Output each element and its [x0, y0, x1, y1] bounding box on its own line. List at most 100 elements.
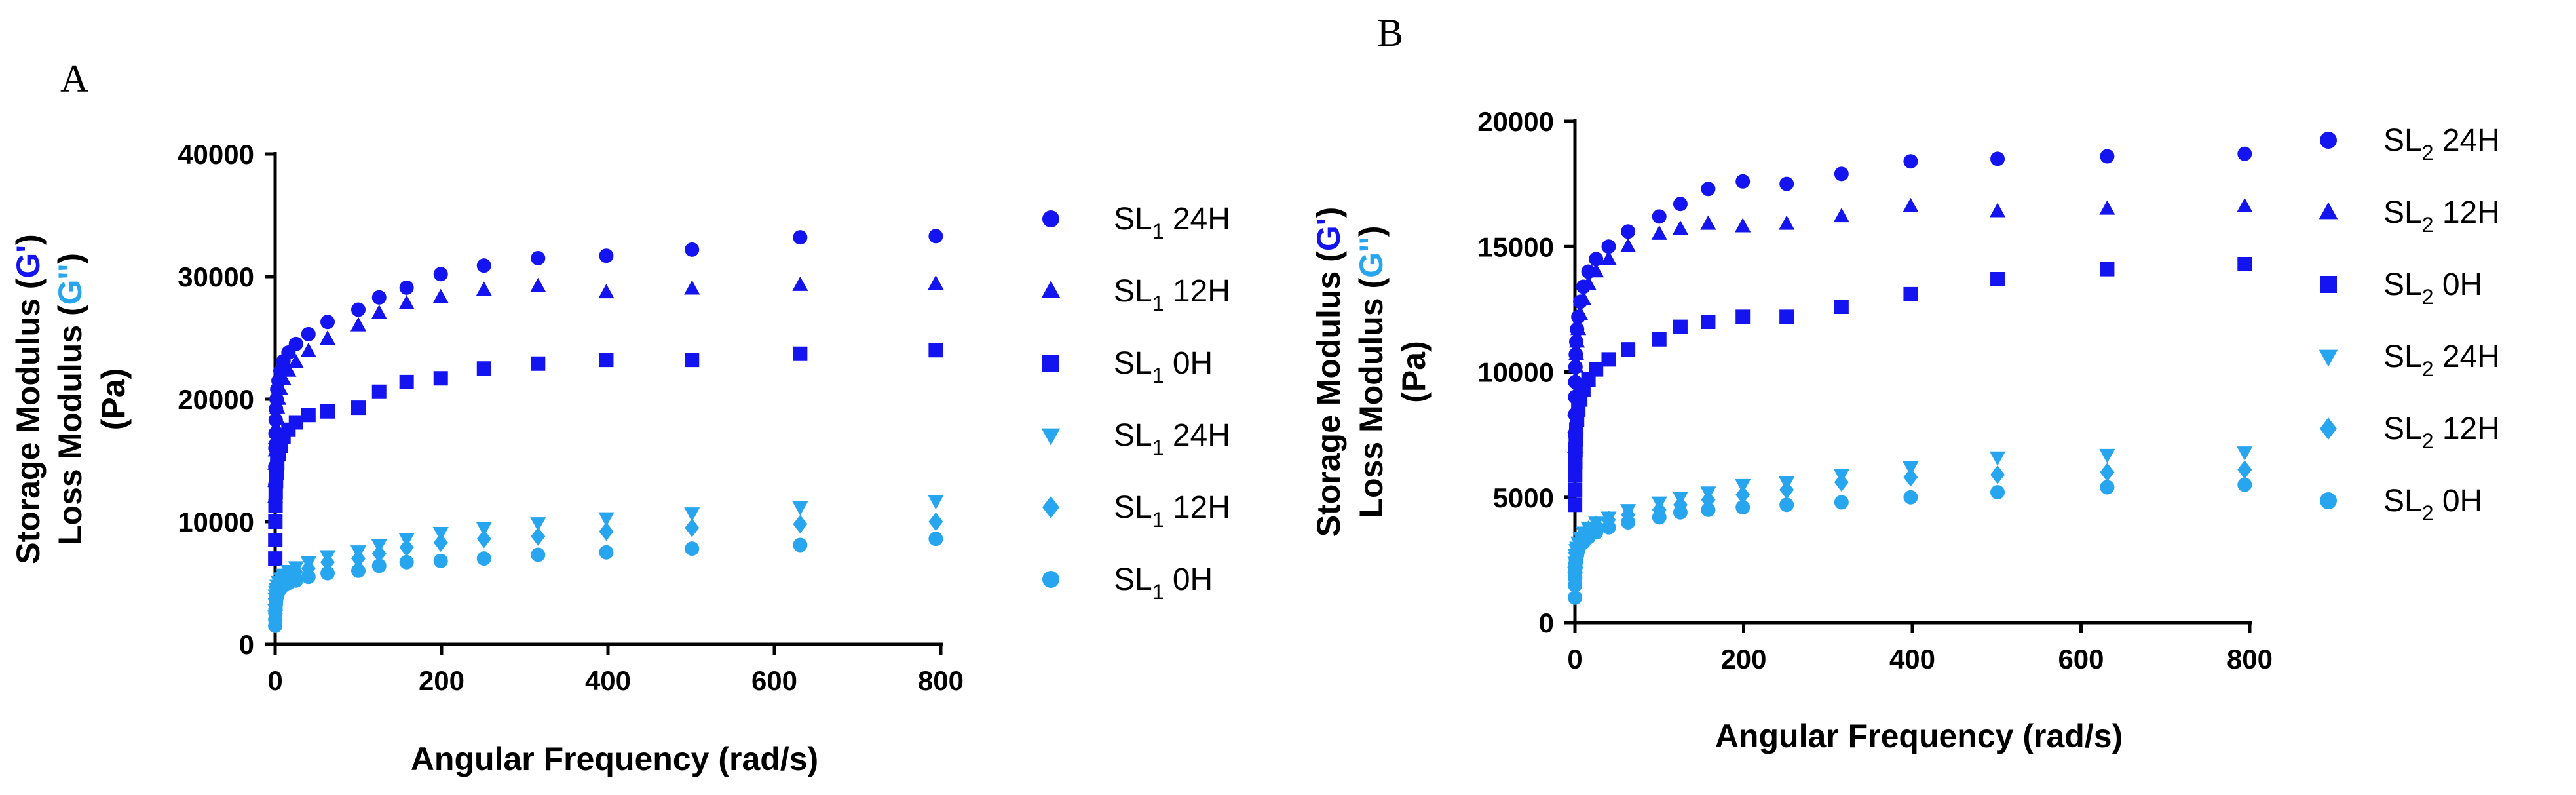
chart-a-data-point: [598, 512, 615, 527]
chart-b-data-point: [1701, 182, 1716, 197]
chart-a-data-point: [531, 547, 546, 562]
chart-a-y-axis-title-storage: Storage Modulus (G'): [10, 234, 47, 564]
chart-b-x-tick-label: 200: [1720, 644, 1766, 674]
chart-b-x-tick-label: 800: [2227, 644, 2273, 674]
chart-b-data-point: [1568, 345, 1585, 360]
chart-b-legend-item: SL2 24H: [2320, 123, 2500, 165]
chart-b-data-point: [1569, 333, 1585, 348]
chart-b-legend-label: SL2 0H: [2383, 267, 2482, 309]
chart-b-y-title-storage-text: Storage Modulus (: [1310, 251, 1347, 537]
chart-b-data-point: [2237, 257, 2252, 272]
chart-b-legend-label-sub: 2: [2422, 141, 2434, 165]
chart-a-legend-label-sub: 1: [1152, 508, 1164, 532]
chart-a-data-point: [685, 518, 700, 537]
chart-a-legend-item: SL1 0H: [1042, 346, 1213, 387]
chart-b-series-loss24h: [1567, 446, 2253, 587]
chart-a-data-point: [268, 514, 283, 529]
chart-b-legend-label-sub: 2: [2422, 285, 2434, 309]
chart-a-data-point: [320, 315, 335, 330]
chart-b-legend-label-suffix: 24H: [2434, 339, 2500, 374]
chart-a-data-point: [684, 280, 700, 295]
chart-a-legend-marker: [1042, 355, 1059, 372]
chart-a-series-loss12h: [268, 512, 943, 629]
chart-b-y-tick-label: 0: [1539, 608, 1554, 638]
chart-b-data-point: [2237, 197, 2253, 212]
chart-b-y-title-loss-text: Loss Modulus (: [1353, 277, 1390, 518]
chart-b-legend-item: SL2 0H: [2320, 484, 2482, 525]
chart-a-data-point: [268, 408, 285, 423]
chart-a-data-point: [351, 302, 366, 317]
chart-b-data-point: [1572, 305, 1589, 320]
chart-b-data-point: [1601, 520, 1616, 535]
chart-b-data-point: [1568, 590, 1583, 605]
chart-a-legend-label: SL1 24H: [1114, 202, 1230, 243]
chart-a-data-point: [268, 498, 283, 513]
chart-a-y-title-storage-text: Storage Modulus (: [10, 278, 47, 564]
chart-a-legend-item: SL1 24H: [1042, 202, 1230, 243]
chart-a-legend-label-sub: 1: [1152, 292, 1164, 315]
chart-b-data-point: [1589, 362, 1604, 377]
chart-b-data-point: [1601, 239, 1616, 254]
chart-a-data-point: [371, 558, 387, 573]
chart-a-x-tick-label: 600: [751, 665, 797, 696]
chart-b-y-title-storage-symbol: G': [1310, 218, 1347, 251]
chart-a-data-point: [928, 495, 944, 510]
chart-b-data-point: [1990, 485, 2005, 500]
chart-b-legend-label: SL2 0H: [2383, 484, 2482, 525]
chart-b-series-loss0h: [1568, 477, 2252, 605]
chart-a-data-point: [371, 290, 387, 305]
chart-b-legend-item: SL2 0H: [2320, 267, 2482, 309]
chart-b-y-title-loss-close: ): [1353, 226, 1390, 237]
chart-b-y-tick-label: 15000: [1477, 231, 1554, 262]
chart-b: 0 200 400 600 800 0 5000 10000 15000 20000 Angular…: [1310, 106, 2500, 754]
chart-a-data-point: [268, 485, 283, 500]
chart-b-data-point: [1673, 505, 1688, 520]
chart-a-data-point: [792, 276, 808, 291]
chart-a-legend-label-suffix: 24H: [1164, 202, 1230, 237]
chart-b-legend-marker: [2319, 202, 2338, 220]
chart-a-data-point: [476, 361, 491, 376]
chart-a-legend-marker: [1042, 496, 1059, 518]
chart-b-data-point: [1735, 218, 1751, 233]
chart-a-data-point: [793, 230, 808, 245]
chart-a-data-point: [269, 398, 286, 414]
chart-a-y-title-storage-close: ): [10, 234, 47, 245]
chart-b-data-point: [1621, 342, 1636, 357]
chart-b-data-point: [1673, 319, 1688, 334]
chart-b-y-axis-title-loss: Loss Modulus (G''): [1353, 226, 1390, 518]
chart-b-legend-label-name: SL: [2383, 339, 2422, 374]
chart-b-legend-label-name: SL: [2383, 195, 2422, 230]
chart-a-data-point: [288, 353, 304, 368]
chart-a-legend-label-suffix: 12H: [1164, 274, 1230, 309]
chart-b-legend-item: SL2 24H: [2319, 339, 2500, 381]
chart-b-data-point: [1673, 197, 1688, 212]
chart-a-data-point: [928, 275, 944, 290]
chart-b-data-point: [1568, 455, 1583, 470]
chart-b-data-point: [1779, 497, 1794, 513]
chart-b-data-point: [1834, 495, 1849, 510]
chart-b-data-point: [1990, 271, 2005, 286]
chart-a: 0 200 400 600 800 0 10000 20000 30000 40000 Angula…: [10, 139, 1230, 777]
chart-b-y-title-storage-close: ): [1310, 207, 1347, 218]
chart-b-y-title-loss-symbol: G'': [1353, 237, 1390, 278]
chart-a-data-point: [531, 250, 546, 265]
chart-b-data-point: [1735, 500, 1751, 515]
chart-b-legend-marker: [2320, 132, 2337, 149]
chart-a-data-point: [351, 549, 366, 568]
chart-a-data-point: [351, 563, 366, 578]
chart-a-data-point: [928, 343, 943, 358]
chart-a-y-axis-title-loss: Loss Modulus (G''): [52, 253, 88, 545]
chart-a-legend-label-suffix: 12H: [1164, 490, 1230, 525]
chart-b-legend-label-suffix: 24H: [2434, 123, 2500, 158]
chart-a-legend-label: SL1 12H: [1114, 274, 1230, 315]
chart-b-data-point: [1570, 320, 1587, 336]
chart-b-data-point: [1779, 309, 1794, 324]
chart-b-legend-label-name: SL: [2383, 484, 2422, 518]
chart-b-data-point: [1672, 220, 1689, 235]
chart-a-series-loss0h: [268, 532, 943, 633]
chart-a-y-title-loss-close: ): [52, 253, 88, 264]
chart-b-series-loss12h: [1568, 460, 2252, 590]
chart-b-legend-label-sub: 2: [2422, 357, 2434, 381]
chart-b-data-point: [1700, 215, 1716, 230]
chart-a-data-point: [476, 522, 492, 537]
